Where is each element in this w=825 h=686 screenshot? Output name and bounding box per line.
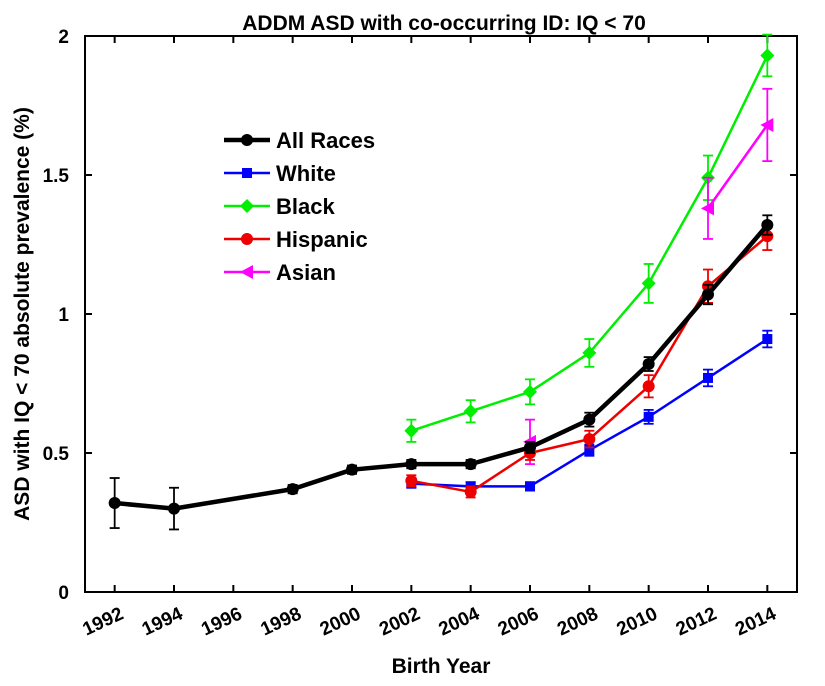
legend-marker bbox=[240, 265, 253, 279]
all-races-line-segment bbox=[468, 445, 533, 467]
black-point bbox=[404, 423, 419, 438]
all-races-point bbox=[524, 441, 536, 454]
black-line-segment bbox=[528, 351, 591, 394]
white-point bbox=[525, 481, 535, 492]
x-tick-label: 2014 bbox=[732, 603, 780, 640]
all-races-line-segment bbox=[587, 361, 651, 422]
series-black bbox=[404, 33, 775, 443]
x-tick-label: 1994 bbox=[139, 603, 187, 640]
x-tick-label: 1996 bbox=[198, 603, 245, 640]
legend-item-asian: Asian bbox=[224, 260, 336, 285]
x-tick-label: 2002 bbox=[376, 603, 423, 640]
black-line-segment bbox=[588, 282, 650, 355]
hispanic-line-segment bbox=[647, 284, 710, 388]
hispanic-line-segment bbox=[469, 451, 532, 494]
all-races-line-segment bbox=[112, 500, 177, 511]
legend-item-hispanic: Hispanic bbox=[224, 227, 368, 252]
black-point bbox=[523, 384, 537, 399]
black-point bbox=[641, 276, 656, 291]
all-races-line-segment bbox=[646, 292, 711, 367]
x-tick-label: 2012 bbox=[673, 603, 720, 640]
x-tick-label: 1992 bbox=[80, 603, 127, 640]
black-line-segment bbox=[469, 390, 532, 413]
x-axis: 1992 1994 1996 1998 2000 2002 2004 2006 2008 2010… bbox=[80, 36, 780, 640]
y-tick-label: 1.5 bbox=[43, 166, 70, 187]
all-races-point bbox=[583, 413, 596, 426]
hispanic-point bbox=[761, 230, 774, 243]
black-point bbox=[760, 48, 775, 63]
legend-label: Hispanic bbox=[276, 227, 368, 252]
white-point bbox=[584, 445, 595, 456]
all-races-line-segment bbox=[349, 461, 414, 472]
legend-item-black: Black bbox=[224, 194, 335, 219]
white-line-segment bbox=[647, 376, 710, 419]
hispanic-line-segment bbox=[588, 385, 650, 441]
hispanic-point bbox=[405, 474, 418, 487]
asian-point bbox=[760, 117, 774, 132]
legend-marker bbox=[241, 134, 253, 146]
legend-label: Black bbox=[276, 194, 335, 219]
all-races-point bbox=[405, 458, 418, 471]
y-axis-label: ASD with IQ < 70 absolute prevalence (%) bbox=[11, 107, 34, 521]
x-tick-label: 2000 bbox=[317, 603, 364, 640]
series-layer bbox=[108, 33, 775, 531]
legend-item-all-races: All Races bbox=[224, 128, 375, 153]
legend-marker bbox=[242, 168, 252, 178]
all-races-line-segment bbox=[527, 417, 592, 450]
asian-point bbox=[701, 201, 714, 216]
y-tick-label: 1 bbox=[58, 305, 69, 326]
chart-title: ADDM ASD with co-occurring ID: IQ < 70 bbox=[242, 12, 646, 35]
all-races-point bbox=[642, 358, 655, 371]
legend-marker bbox=[241, 233, 253, 245]
legend-marker bbox=[240, 199, 254, 213]
y-tick-label: 2 bbox=[58, 27, 69, 48]
x-axis-label: Birth Year bbox=[392, 655, 491, 678]
asian-line-segment bbox=[706, 123, 769, 210]
all-races-line-segment bbox=[290, 467, 355, 492]
all-races-point bbox=[346, 463, 358, 476]
white-line-segment bbox=[528, 448, 591, 488]
legend: All Races White Black Hispanic Asian bbox=[224, 128, 375, 285]
white-line-segment bbox=[706, 337, 769, 380]
hispanic-line-segment bbox=[410, 479, 472, 494]
black-point bbox=[582, 345, 597, 360]
legend-label: White bbox=[276, 161, 336, 186]
white-point bbox=[703, 372, 713, 383]
black-line-segment bbox=[647, 176, 710, 285]
all-races-point bbox=[464, 458, 477, 471]
x-tick-label: 2010 bbox=[614, 603, 661, 640]
white-line-segment bbox=[410, 482, 472, 488]
x-tick-label: 1998 bbox=[258, 603, 305, 640]
x-tick-label: 2006 bbox=[495, 603, 542, 640]
all-races-point bbox=[761, 219, 774, 232]
legend-label: All Races bbox=[276, 128, 375, 153]
all-races-point bbox=[168, 502, 180, 515]
hispanic-point bbox=[642, 380, 655, 393]
all-races-point bbox=[286, 483, 299, 496]
white-point bbox=[762, 334, 773, 345]
y-axis: 0 0.5 1 1.5 2 bbox=[43, 27, 797, 604]
x-tick-label: 2008 bbox=[554, 603, 601, 640]
hispanic-point bbox=[583, 433, 596, 446]
black-point bbox=[463, 404, 478, 419]
series-all-races bbox=[108, 214, 774, 531]
black-line-segment bbox=[706, 54, 769, 180]
all-races-line-segment bbox=[171, 486, 295, 511]
legend-label: Asian bbox=[276, 260, 336, 285]
all-races-point bbox=[702, 288, 714, 301]
y-tick-label: 0.5 bbox=[43, 444, 70, 465]
legend-item-white: White bbox=[224, 161, 336, 186]
y-tick-label: 0 bbox=[58, 583, 69, 604]
all-races-point bbox=[108, 497, 121, 510]
white-line-segment bbox=[588, 415, 650, 452]
black-line-segment bbox=[410, 410, 472, 433]
hispanic-line-segment bbox=[528, 437, 591, 455]
x-tick-label: 2004 bbox=[436, 603, 484, 640]
hispanic-point bbox=[464, 485, 477, 498]
all-races-line-segment bbox=[705, 222, 770, 297]
white-point bbox=[643, 411, 654, 422]
